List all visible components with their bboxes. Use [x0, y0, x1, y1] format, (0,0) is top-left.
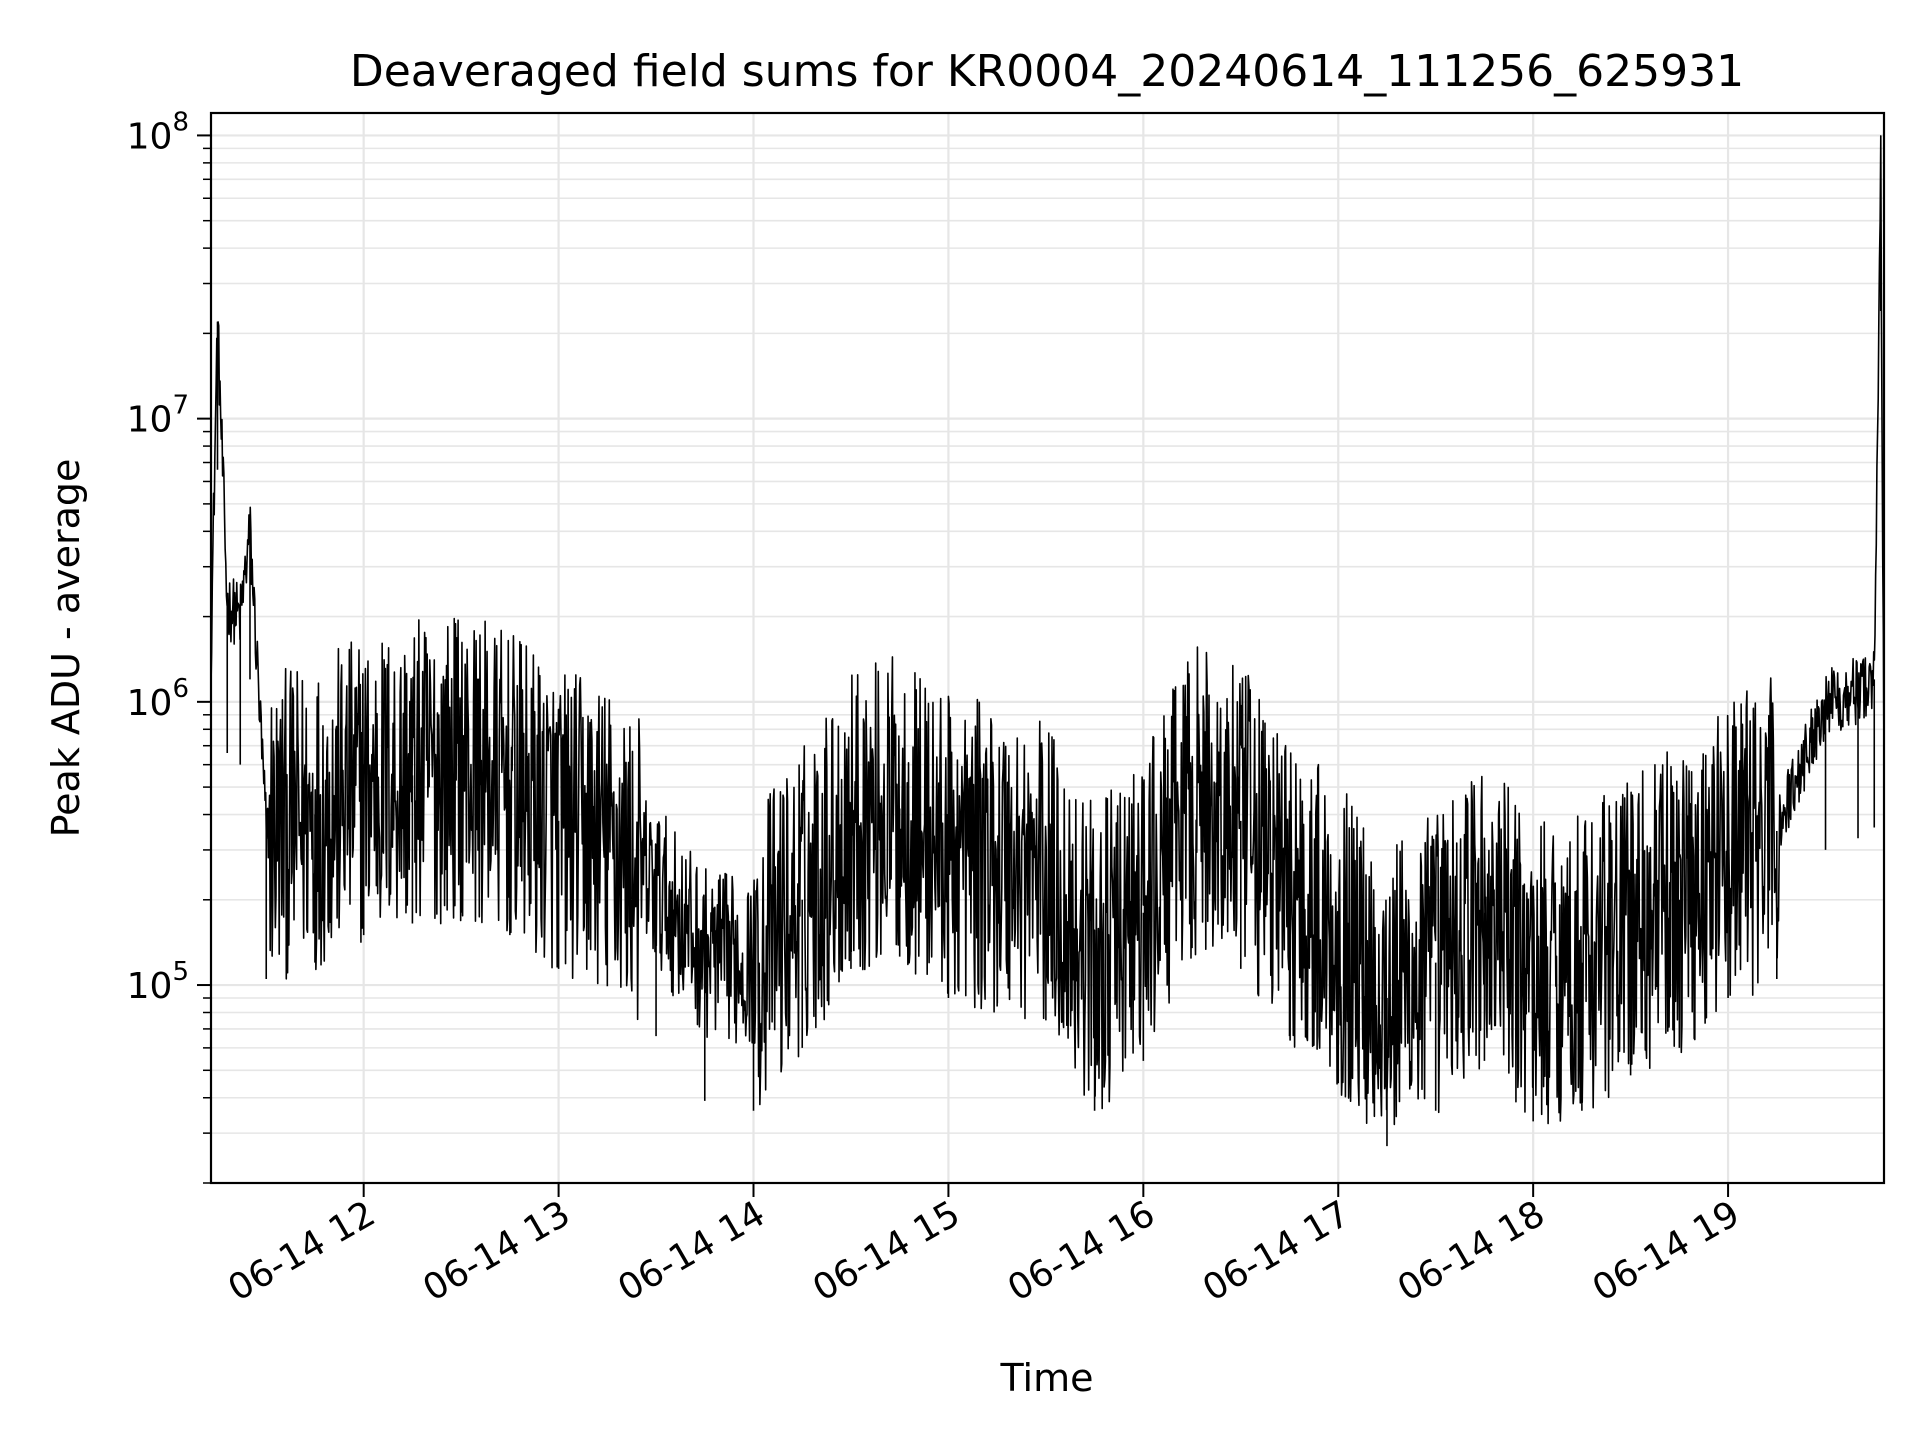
- grid: [211, 113, 1884, 1184]
- series-line: [211, 135, 1884, 1147]
- plot-area: [211, 135, 1884, 1147]
- y-axis-label: Peak ADU - average: [44, 459, 88, 838]
- y-tick-label: 106: [127, 674, 189, 724]
- y-tick-label: 105: [127, 957, 189, 1007]
- plot-frame: [209, 111, 1886, 1185]
- x-axis-label: Time: [1000, 1356, 1094, 1400]
- y-tick-label: 108: [127, 107, 189, 157]
- chart-title: Deaveraged field sums for KR0004_2024061…: [350, 46, 1744, 97]
- y-tick-label: 107: [127, 391, 189, 441]
- y-axis: 105 106 107 108: [127, 107, 211, 1184]
